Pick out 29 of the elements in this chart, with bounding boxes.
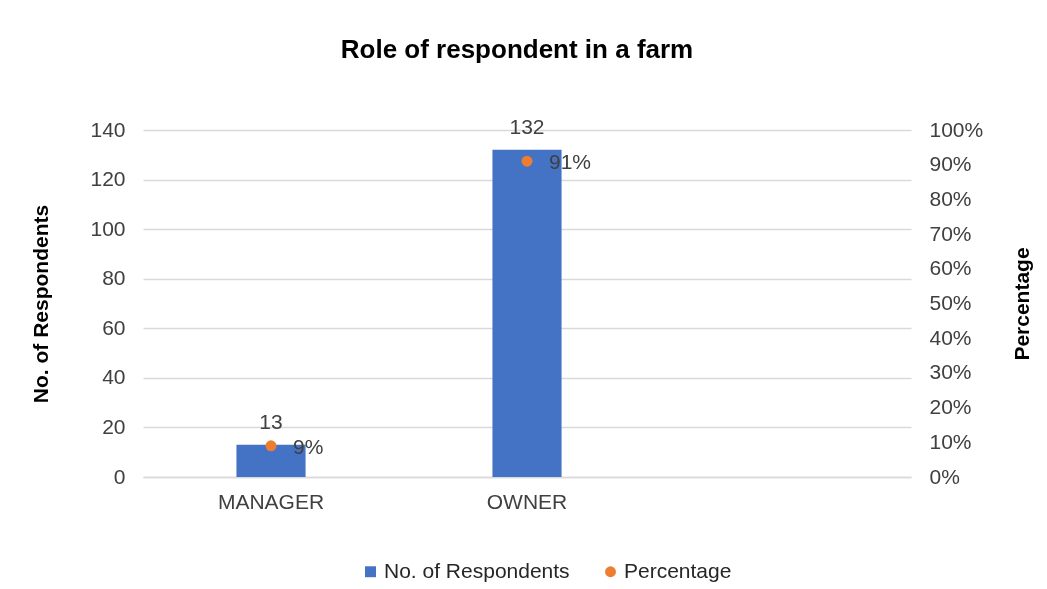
data-label: 13 — [259, 409, 283, 433]
data-label: 132 — [509, 114, 545, 138]
legend-label: Percentage — [624, 558, 732, 582]
y-tick-label: 80 — [102, 266, 126, 290]
y-tick-label: 60 — [102, 315, 126, 339]
y2-tick-label: 30% — [929, 360, 972, 384]
chart-title: Role of respondent in a farm — [340, 33, 694, 64]
y-tick-label: 0 — [113, 464, 126, 488]
y2-tick-label: 60% — [929, 256, 972, 280]
y2-tick-label: 10% — [929, 429, 972, 453]
legend-label: No. of Respondents — [384, 558, 570, 582]
y-tick-label: 120 — [90, 167, 126, 191]
y2-axis-title: Percentage — [1009, 247, 1033, 361]
y-tick-label: 40 — [102, 365, 126, 389]
x-tick-label: MANAGER — [217, 489, 325, 513]
y2-tick-label: 70% — [929, 221, 972, 245]
y-tick-label: 20 — [102, 414, 126, 438]
y2-tick-label: 100% — [929, 117, 984, 141]
y2-tick-label: 40% — [929, 325, 972, 349]
y2-tick-label: 0% — [929, 464, 960, 488]
y2-tick-label: 90% — [929, 152, 972, 176]
data-label: 9% — [293, 434, 324, 458]
y2-tick-label: 50% — [929, 291, 972, 314]
y2-tick-label: 20% — [929, 395, 972, 419]
y-tick-label: 140 — [90, 117, 126, 141]
y-axis-title: No. of Respondents — [28, 204, 52, 404]
y2-tick-label: 80% — [929, 186, 972, 210]
y-tick-label: 100 — [90, 216, 126, 240]
x-tick-label: OWNER — [486, 489, 568, 513]
